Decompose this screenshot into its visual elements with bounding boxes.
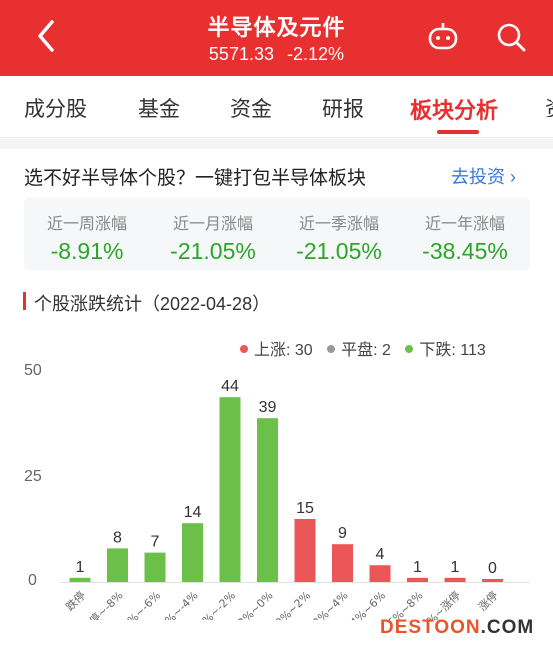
stat-label: 近一月涨幅 [172,216,253,233]
stat-year: 近一年涨幅 -38.45% [402,198,528,265]
bar-value-label: 9 [338,525,347,542]
x-tick-label: -4%~-2% [192,589,238,620]
bar-value-label: 4 [376,546,385,563]
active-tab-indicator [437,130,479,134]
bar-value-label: 44 [221,378,239,395]
stat-value: -8.91% [50,238,124,264]
watermark-suffix: .COM [480,617,535,638]
bar-value-label: 0 [488,560,497,577]
x-tick-label: 涨停 [475,588,500,613]
bar-9[interactable] [407,577,428,582]
bar-value-label: 1 [413,559,422,576]
bar-11[interactable] [482,579,503,582]
bar-value-label: 39 [259,399,277,416]
chart-title: 个股涨跌统计（2022-04-28） [34,294,271,314]
legend-flat: 平盘: 2 [327,336,391,360]
tab-research[interactable]: 研报 [322,98,364,121]
x-tick-label: 跌停 [63,588,88,613]
index-change: -2.12% [287,44,345,64]
search-icon[interactable] [494,20,528,54]
robot-icon[interactable] [426,20,460,54]
chart-legend: 上涨: 30 平盘: 2 下跌: 113 [240,336,496,360]
tab-capital[interactable]: 资金 [230,98,272,121]
bar-3[interactable] [182,523,203,582]
bar-10[interactable] [444,577,466,582]
x-tick-label: 2%~4% [310,589,350,620]
x-tick-label: 跌停~-8% [78,588,125,620]
index-price: 5571.33 [208,44,274,64]
legend-dot-up [240,344,248,353]
performance-stats: 近一周涨幅 -8.91% 近一月涨幅 -21.05% 近一季涨幅 -21.05%… [24,198,530,270]
tab-constituents[interactable]: 成分股 [24,98,87,121]
y-tick-label: 25 [24,468,42,485]
bar-value-label: 1 [76,559,85,576]
stat-value: -38.45% [422,238,508,264]
x-tick-label: 8%~涨停 [419,588,463,620]
watermark: DESTOON.COM [380,617,534,639]
x-tick-label: -6%~-4% [155,589,201,620]
distribution-bar-chart: 1跌停8跌停~-8%7-8%~-6%14-6%~-4%44-4%~-2%39-2… [60,378,530,620]
x-tick-label: -8%~-6% [117,589,163,620]
bar-value-label: 1 [451,559,460,576]
watermark-name: DESTOON [380,617,481,638]
bar-5[interactable] [257,418,278,582]
y-tick-label: 50 [24,362,42,379]
tab-bar: 成分股 基金 资金 研报 板块分析 [0,76,553,138]
bar-8[interactable] [369,565,391,582]
legend-up-label: 上涨: 30 [254,342,313,359]
y-tick-label: 0 [28,572,37,589]
bar-6[interactable] [294,519,316,582]
app-header: 半导体及元件 5571.33 -2.12% [0,0,553,76]
bar-value-label: 14 [184,504,202,521]
bar-2[interactable] [144,552,166,582]
legend-dot-flat [327,344,336,353]
legend-dot-down [405,344,414,353]
promo-text: 选不好半导体个股？一键打包半导体板块 [24,168,367,189]
page-title: 半导体及元件 [207,15,346,40]
bar-0[interactable] [69,577,91,582]
x-tick-label: 0%~2% [273,589,313,620]
tab-sector-analysis[interactable]: 板块分析 [410,98,499,123]
stat-quarter: 近一季涨幅 -21.05% [276,198,402,265]
tab-funds[interactable]: 基金 [138,98,180,121]
stat-value: -21.05% [296,238,382,264]
stat-month: 近一月涨幅 -21.05% [150,198,276,265]
bar-1[interactable] [107,548,128,582]
bar-value-label: 8 [113,529,122,546]
bar-value-label: 15 [296,500,314,517]
legend-flat-label: 平盘: 2 [341,342,391,359]
bar-4[interactable] [219,397,241,582]
chart-title-marker [23,292,26,310]
bar-value-label: 7 [151,534,160,551]
index-quote: 5571.33 -2.12% [0,44,553,65]
x-tick-label: 4%~6% [348,589,388,620]
x-tick-label: 6%~8% [385,589,425,620]
stat-label: 近一周涨幅 [46,216,127,233]
invest-link[interactable]: 去投资 › [451,167,516,187]
x-tick-label: -2%~0% [232,589,275,620]
section-divider [0,139,553,149]
stat-label: 近一季涨幅 [298,216,379,233]
stat-label: 近一年涨幅 [424,216,505,233]
bar-7[interactable] [332,544,353,582]
stat-week: 近一周涨幅 -8.91% [24,198,150,265]
tab-more-partial[interactable]: 资 [545,93,553,117]
legend-up: 上涨: 30 [240,336,313,360]
legend-down-label: 下跌: 113 [419,342,486,359]
legend-down: 下跌: 113 [405,336,486,360]
back-icon[interactable] [30,16,66,56]
stat-value: -21.05% [170,238,256,264]
